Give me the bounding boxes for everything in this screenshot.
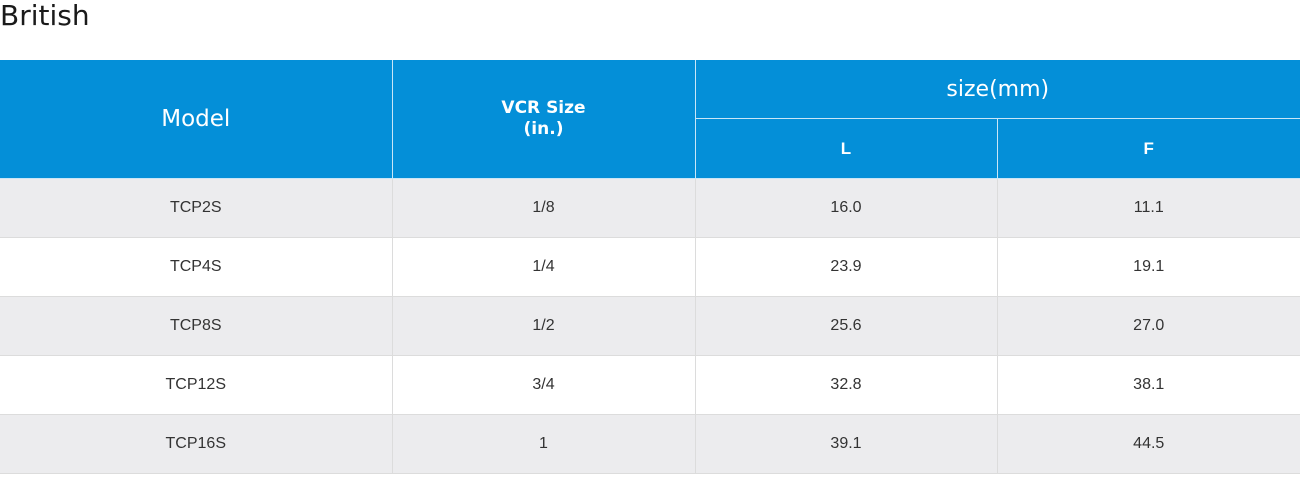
header-row: Model VCR Size (in.) size(mm) <box>0 60 1300 179</box>
cell-model: TCP4S <box>0 237 393 297</box>
spec-table: Model VCR Size (in.) size(mm) L F TCP2S … <box>0 60 1300 474</box>
cell-model: TCP12S <box>0 355 393 415</box>
cell-l: 16.0 <box>695 178 998 238</box>
header-model: Model <box>0 60 393 179</box>
cell-l: 25.6 <box>695 296 998 356</box>
cell-vcr-size: 1 <box>392 414 696 474</box>
header-f: F <box>997 118 1300 179</box>
cell-model: TCP16S <box>0 414 393 474</box>
header-subrow: L F <box>0 118 1300 179</box>
header-l: L <box>695 118 998 179</box>
table-row: TCP16S 1 39.1 44.5 <box>0 414 1300 474</box>
cell-model: TCP8S <box>0 296 393 356</box>
header-size-group: size(mm) <box>695 60 1300 119</box>
cell-l: 32.8 <box>695 355 998 415</box>
header-vcr-size-label: VCR Size <box>501 98 586 118</box>
table-row: TCP12S 3/4 32.8 38.1 <box>0 355 1300 415</box>
header-vcr-size: VCR Size (in.) <box>392 60 696 179</box>
section-title: British <box>0 0 90 32</box>
cell-vcr-size: 3/4 <box>392 355 696 415</box>
cell-f: 19.1 <box>997 237 1300 297</box>
table-row: TCP4S 1/4 23.9 19.1 <box>0 237 1300 297</box>
cell-vcr-size: 1/8 <box>392 178 696 238</box>
table-row: TCP8S 1/2 25.6 27.0 <box>0 296 1300 356</box>
cell-model: TCP2S <box>0 178 393 238</box>
table-row: TCP2S 1/8 16.0 11.1 <box>0 178 1300 238</box>
cell-vcr-size: 1/4 <box>392 237 696 297</box>
cell-vcr-size: 1/2 <box>392 296 696 356</box>
cell-f: 11.1 <box>997 178 1300 238</box>
header-vcr-size-unit: (in.) <box>523 119 564 139</box>
cell-f: 44.5 <box>997 414 1300 474</box>
cell-l: 39.1 <box>695 414 998 474</box>
cell-l: 23.9 <box>695 237 998 297</box>
cell-f: 38.1 <box>997 355 1300 415</box>
cell-f: 27.0 <box>997 296 1300 356</box>
